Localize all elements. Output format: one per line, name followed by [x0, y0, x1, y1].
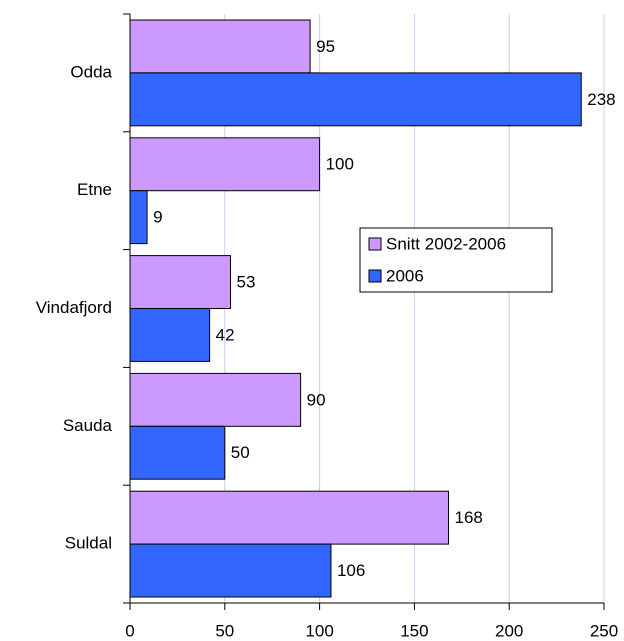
legend-label: 2006 [386, 266, 424, 285]
y-tick-label: Odda [70, 62, 112, 81]
data-label: 90 [307, 390, 326, 409]
x-tick-label: 250 [590, 621, 618, 640]
data-label: 42 [216, 325, 235, 344]
data-label: 106 [337, 561, 365, 580]
bar [129, 19, 311, 74]
x-tick-label: 100 [305, 621, 333, 640]
bar [129, 308, 211, 362]
y-tick-label: Etne [77, 180, 112, 199]
legend-swatch [368, 237, 382, 251]
data-label: 9 [153, 208, 162, 227]
bar [129, 490, 450, 545]
x-tick-label: 200 [495, 621, 523, 640]
data-label: 95 [316, 37, 335, 56]
bar [129, 543, 332, 598]
legend-swatch [368, 269, 382, 283]
data-label: 238 [587, 90, 615, 109]
legend [359, 227, 553, 293]
bar [129, 72, 582, 127]
y-tick-label: Vindafjord [36, 298, 112, 317]
bar [129, 255, 231, 310]
y-tick-label: Suldal [65, 534, 112, 553]
bar [129, 372, 302, 427]
x-tick-label: 0 [125, 621, 134, 640]
data-label: 168 [455, 508, 483, 527]
bar [129, 190, 148, 245]
x-tick-label: 150 [400, 621, 428, 640]
legend-label: Snitt 2002-2006 [386, 234, 506, 253]
bar [129, 425, 226, 480]
data-label: 100 [326, 155, 354, 174]
bar [129, 137, 321, 192]
data-label: 50 [231, 443, 250, 462]
data-label: 53 [236, 273, 255, 292]
x-tick-label: 50 [215, 621, 234, 640]
y-tick-label: Sauda [63, 416, 113, 435]
